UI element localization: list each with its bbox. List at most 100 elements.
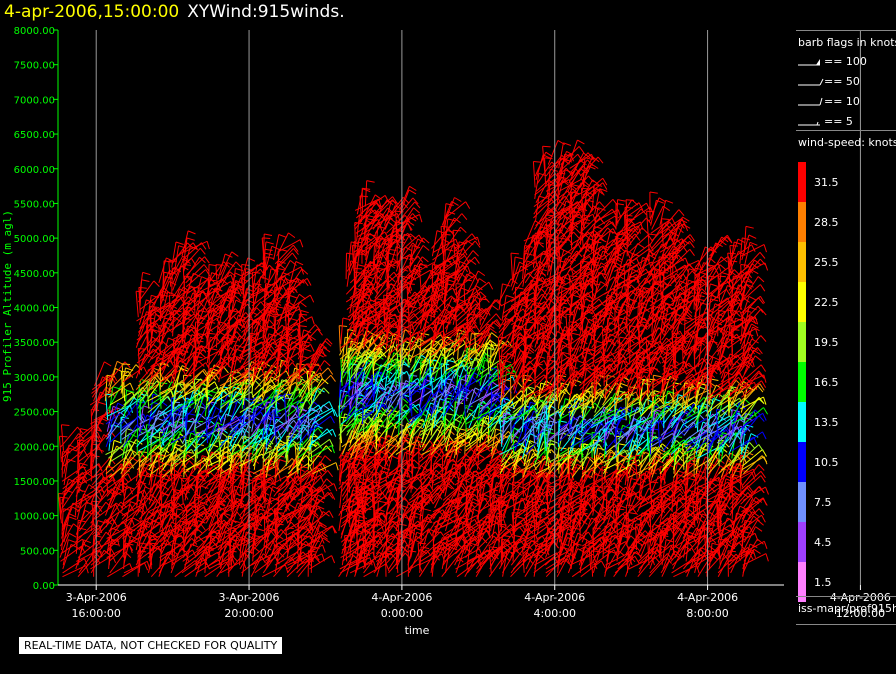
x-tick-label-time: 4:00:00	[534, 607, 576, 620]
wind-barb	[90, 409, 100, 436]
wind-barb	[149, 534, 158, 562]
barb-legend-item: == 50	[796, 72, 867, 92]
wind-barb	[288, 316, 315, 330]
wind-barb	[740, 297, 764, 318]
wind-barb	[741, 470, 766, 490]
color-bar-label: 7.5	[814, 496, 832, 509]
y-tick-label: 6500.00	[14, 130, 55, 141]
color-bar-label: 25.5	[814, 256, 839, 269]
wind-barb	[121, 502, 148, 517]
color-bar-label: 16.5	[814, 376, 839, 389]
y-tick-label: 7500.00	[14, 61, 55, 72]
x-tick-label-time: 0:00:00	[381, 607, 423, 620]
wind-barb	[106, 473, 132, 490]
barb-legend-label: == 5	[824, 115, 853, 128]
wind-barb	[174, 508, 185, 535]
wind-barb	[661, 539, 674, 566]
color-bar-step: 25.5	[796, 242, 896, 282]
color-bar-label: 28.5	[814, 216, 839, 229]
y-tick-label: 5000.00	[14, 234, 55, 245]
wind-barb	[182, 374, 192, 402]
wind-barb	[743, 455, 768, 475]
barb-legend-title: barb flags in knots	[798, 36, 896, 49]
color-bar-step: 7.5	[796, 482, 896, 522]
color-swatch	[798, 522, 806, 562]
y-tick-label: 4000.00	[14, 304, 55, 315]
wind-barb	[62, 565, 89, 578]
y-axis-title: 915 Profiler Altitude (m agl)	[1, 210, 14, 402]
quality-notice: REAL-TIME DATA, NOT CHECKED FOR QUALITY	[19, 637, 283, 654]
y-tick-label: 2500.00	[14, 408, 55, 419]
wind-barb	[121, 363, 131, 390]
barb-legend-label: == 100	[824, 55, 867, 68]
x-tick-label-date: 4-Apr-2006	[677, 591, 738, 604]
wind-barb	[743, 519, 764, 543]
color-bar-step: 28.5	[796, 202, 896, 242]
wind-barb	[419, 554, 440, 577]
wind-barb	[169, 255, 190, 280]
wind-barb	[122, 562, 149, 578]
wind-barb	[106, 404, 133, 417]
speed-legend-title: wind-speed: knots	[798, 136, 896, 149]
color-bar-step: 4.5	[796, 522, 896, 562]
wind-barb	[743, 258, 766, 280]
legend-panel: barb flags in knots == 100 == 50 == 10 == 5…	[796, 28, 896, 642]
legend-divider	[796, 624, 896, 625]
wind-barb	[121, 485, 135, 512]
wind-barb	[580, 560, 606, 578]
wind-barb	[277, 239, 304, 253]
wind-barb	[193, 496, 220, 509]
y-tick-label: 6000.00	[14, 165, 55, 176]
wind-barb	[135, 462, 157, 486]
y-tick-label: 500.00	[20, 546, 55, 557]
chart-title: 4-apr-2006,15:00:00 XYWind:915winds.	[4, 2, 345, 22]
barb-glyph-icon	[798, 97, 823, 106]
x-tick-label-date: 4-Apr-2006	[371, 591, 432, 604]
wind-barb	[556, 553, 577, 577]
wind-barb	[159, 512, 181, 535]
x-tick-label-time: 20:00:00	[224, 607, 273, 620]
wind-barb	[161, 502, 184, 524]
wind-barb	[104, 374, 116, 402]
y-tick-label: 3500.00	[14, 338, 55, 349]
wind-barb	[159, 462, 171, 489]
wind-barb	[77, 484, 96, 509]
wind-barb	[105, 443, 132, 456]
color-bar-label: 22.5	[814, 296, 839, 309]
wind-barb	[466, 270, 486, 295]
wind-barb	[94, 519, 118, 539]
wind-barb	[743, 335, 767, 356]
color-bar-step: 16.5	[796, 362, 896, 402]
wind-barb	[105, 501, 127, 524]
color-bar-step: 13.5	[796, 402, 896, 442]
title-date: 4-apr-2006,15:00:00	[4, 2, 180, 22]
x-tick-label-date: 3-Apr-2006	[219, 591, 280, 604]
legend-divider	[796, 596, 896, 597]
wind-barb	[78, 529, 101, 551]
color-bar-step: 10.5	[796, 442, 896, 482]
wind-barb	[122, 530, 147, 551]
barb-glyph-icon	[798, 59, 820, 66]
wind-barb	[387, 421, 404, 448]
barb-glyph-icon	[798, 121, 820, 126]
barb-legend-label: == 50	[824, 75, 860, 88]
wind-barb	[444, 197, 462, 222]
barb-legend-items: == 100 == 50 == 10 == 5	[796, 52, 867, 132]
wind-barb	[63, 516, 77, 543]
data-source-label: iss-mapr/prof915h	[798, 602, 896, 615]
wind-barb	[109, 551, 132, 574]
color-bar-label: 1.5	[814, 576, 832, 589]
color-swatch	[798, 202, 806, 242]
wind-barb	[743, 276, 765, 299]
wind-barb	[571, 561, 598, 578]
barb-legend-item: == 100	[796, 52, 867, 72]
barb-legend-item: == 10	[796, 92, 867, 112]
color-bar-step: 19.5	[796, 322, 896, 362]
x-tick-label-time: 16:00:00	[72, 607, 121, 620]
color-swatch	[798, 162, 806, 202]
barb-legend-item: == 5	[796, 112, 867, 132]
wind-barb	[185, 297, 211, 314]
wind-barb	[106, 405, 121, 432]
y-tick-label: 2000.00	[14, 442, 55, 453]
